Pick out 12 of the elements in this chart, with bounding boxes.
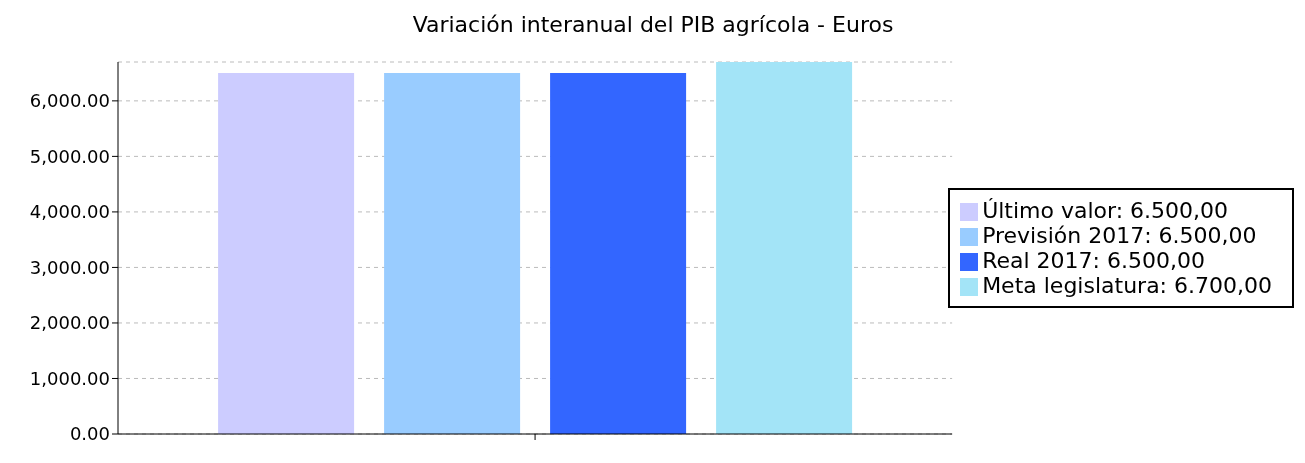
legend-label: Previsión 2017: 6.500,00 xyxy=(982,223,1257,248)
y-tick-label: 4,000.00 xyxy=(29,201,110,223)
y-tick-label: 6,000.00 xyxy=(29,90,110,112)
y-tick-label: 1,000.00 xyxy=(29,367,110,389)
y-tick-label: 3,000.00 xyxy=(29,256,110,278)
y-tick-label: 2,000.00 xyxy=(29,312,110,334)
y-tick-label: 5,000.00 xyxy=(29,145,110,167)
y-tick-label: 0.00 xyxy=(69,423,110,445)
legend-label: Último valor: 6.500,00 xyxy=(982,198,1229,223)
chart-title: Variación interanual del PIB agrícola - Euros xyxy=(411,11,895,39)
legend-label: Real 2017: 6.500,00 xyxy=(982,248,1205,273)
legend-label: Meta legislatura: 6.700,00 xyxy=(982,273,1272,298)
